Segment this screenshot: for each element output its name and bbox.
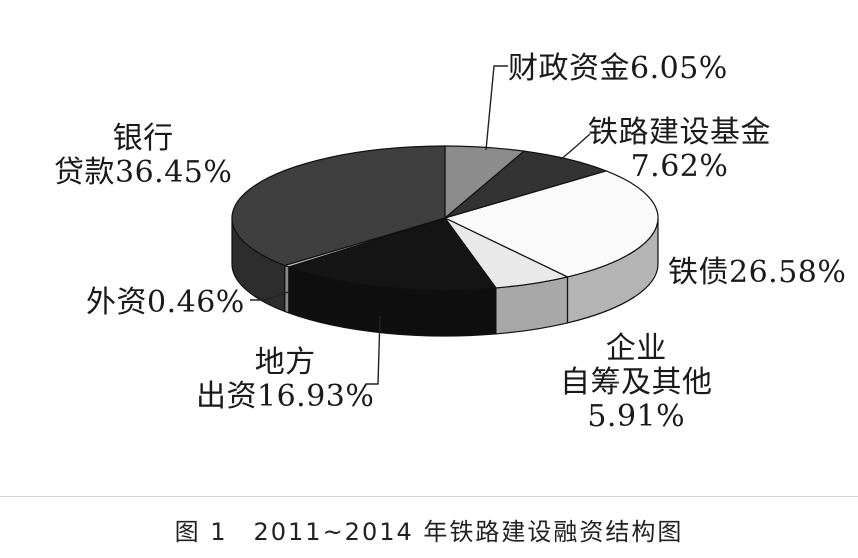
slice-label-bank-loan: 银行 贷款36.45% xyxy=(54,121,233,190)
leader-line-0 xyxy=(485,65,508,151)
slice-label-railway-bond: 铁债26.58% xyxy=(668,255,847,290)
figure-caption: 图 1 2011~2014 年铁路建设融资结构图 xyxy=(174,518,684,546)
slice-4 xyxy=(288,217,497,291)
pie-plot-area xyxy=(231,65,659,385)
slice-side-5 xyxy=(284,264,290,314)
slice-label-local: 地方 出资16.93% xyxy=(196,345,375,414)
slice-label-foreign: 外资0.46% xyxy=(86,285,245,320)
leader-line-5 xyxy=(250,291,289,301)
slice-label-fiscal: 财政资金6.05% xyxy=(508,51,728,86)
slice-2 xyxy=(444,170,659,278)
slice-label-railway-fund: 铁路建设基金 7.62% xyxy=(588,115,771,184)
slice-1 xyxy=(444,150,607,219)
slice-6 xyxy=(231,145,446,267)
leader-line-1 xyxy=(559,133,591,161)
caption-divider xyxy=(0,496,858,497)
slice-label-enterprise-other: 企业 自筹及其他 5.91% xyxy=(560,331,713,434)
leader-line-4 xyxy=(366,315,381,385)
